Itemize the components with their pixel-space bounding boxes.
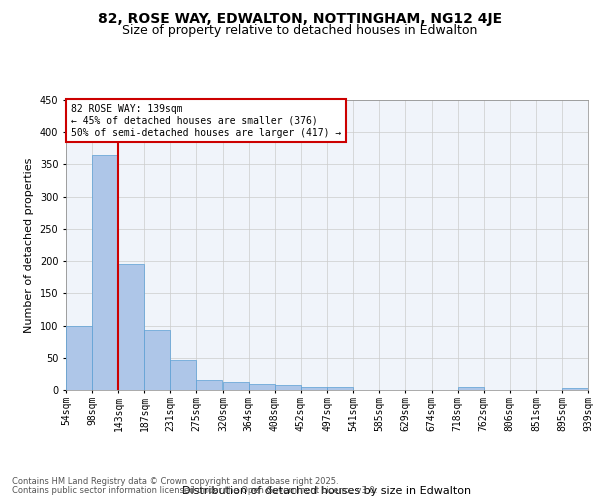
Bar [66, 326, 92, 390]
Text: 82, ROSE WAY, EDWALTON, NOTTINGHAM, NG12 4JE: 82, ROSE WAY, EDWALTON, NOTTINGHAM, NG12… [98, 12, 502, 26]
Text: Contains HM Land Registry data © Crown copyright and database right 2025.: Contains HM Land Registry data © Crown c… [12, 477, 338, 486]
Bar [327, 387, 353, 390]
Bar [458, 387, 484, 390]
Bar [145, 330, 170, 390]
Bar [275, 386, 301, 390]
Bar [301, 388, 327, 390]
Bar [92, 156, 118, 390]
Bar [196, 380, 223, 390]
X-axis label: Distribution of detached houses by size in Edwalton: Distribution of detached houses by size … [182, 486, 472, 496]
Bar [223, 382, 249, 390]
Bar [249, 384, 275, 390]
Bar [118, 264, 145, 390]
Bar [562, 388, 588, 390]
Bar [170, 360, 196, 390]
Text: 82 ROSE WAY: 139sqm
← 45% of detached houses are smaller (376)
50% of semi-detac: 82 ROSE WAY: 139sqm ← 45% of detached ho… [71, 104, 341, 138]
Text: Contains public sector information licensed under the Open Government Licence v3: Contains public sector information licen… [12, 486, 377, 495]
Y-axis label: Number of detached properties: Number of detached properties [24, 158, 34, 332]
Text: Size of property relative to detached houses in Edwalton: Size of property relative to detached ho… [122, 24, 478, 37]
